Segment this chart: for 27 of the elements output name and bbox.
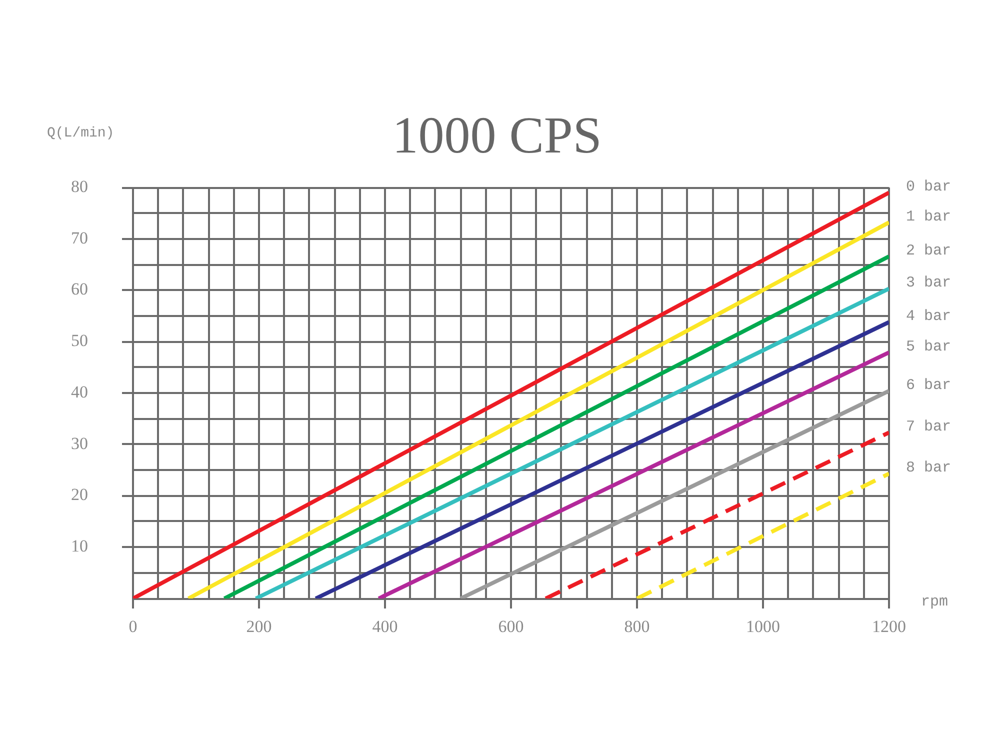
y-tick-label: 50: [71, 331, 88, 350]
x-tick-label: 0: [128, 617, 138, 636]
x-tick-label: 200: [246, 617, 272, 636]
x-tick-label: 600: [498, 617, 524, 636]
series-label: 5 bar: [906, 338, 952, 356]
y-tick-label: 10: [71, 536, 88, 556]
x-tick-label: 800: [624, 617, 650, 636]
y-tick-label: 40: [71, 382, 88, 402]
x-tick-label: 1200: [872, 617, 906, 636]
y-tick-label: 60: [71, 280, 88, 299]
series-label: 6 bar: [906, 376, 952, 394]
y-tick-label: 80: [71, 176, 88, 196]
x-tick-label: 400: [372, 617, 398, 636]
series-label: 8 bar: [906, 460, 952, 477]
y-tick-label: 70: [71, 228, 88, 248]
y-axis-title: Q(L/min): [47, 126, 114, 142]
series-label: 4 bar: [906, 308, 952, 326]
series-label: 2 bar: [906, 242, 952, 260]
x-tick-label: 1000: [746, 617, 780, 636]
series-label: 0 bar: [906, 178, 952, 196]
y-tick-label: 20: [71, 485, 88, 504]
x-axis-title: rpm: [921, 593, 948, 610]
chart-title: 1000 CPS: [392, 108, 602, 165]
y-tick-label: 30: [71, 434, 88, 453]
series-label: 7 bar: [906, 418, 952, 436]
series-label: 3 bar: [906, 274, 952, 292]
series-label: 1 bar: [906, 208, 952, 226]
